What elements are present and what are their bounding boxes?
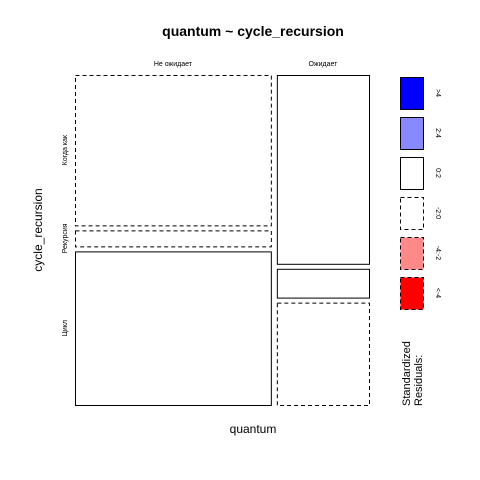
mosaic-tile (75, 230, 272, 248)
legend-label: 2:4 (434, 128, 441, 138)
y-tick-label: Рекурсия (62, 223, 69, 253)
y-tick-label: Цикл (62, 320, 69, 336)
legend-swatch (400, 77, 424, 110)
x-tick-labels: Не ожидает Ожидает (154, 61, 338, 68)
legend-label: -2:0 (434, 207, 441, 219)
mosaic-tile (276, 268, 370, 299)
y-tick-labels: Когда как Рекурсия Цикл (62, 134, 69, 336)
y-tick-label: Когда как (62, 134, 69, 165)
legend-title-line2: Residuals: (413, 355, 425, 406)
legend-swatch (400, 157, 424, 190)
chart-title: quantum ~ cycle_recursion (162, 23, 344, 39)
legend-label: -4:-2 (434, 246, 441, 261)
mosaic-tile (276, 75, 370, 265)
y-axis-label: cycle_recursion (31, 188, 45, 271)
mosaic-tiles (75, 75, 370, 407)
legend-label: 0:2 (434, 168, 441, 178)
mosaic-tile (276, 302, 370, 407)
mosaic-tile (75, 251, 272, 406)
legend-swatch (400, 117, 424, 150)
mosaic-tile (75, 75, 272, 227)
legend: >4 2:4 0:2 -2:0 -4:-2 <-4 (400, 77, 441, 310)
legend-label: >4 (434, 89, 441, 97)
legend-label: <-4 (434, 288, 441, 298)
legend-swatch (400, 197, 424, 230)
legend-swatch (400, 277, 424, 310)
x-tick-label: Не ожидает (154, 61, 193, 68)
legend-title-line1: Standardized (401, 341, 413, 406)
x-tick-label: Ожидает (308, 61, 338, 68)
legend-swatch (400, 237, 424, 270)
x-axis-label: quantum (230, 422, 277, 436)
